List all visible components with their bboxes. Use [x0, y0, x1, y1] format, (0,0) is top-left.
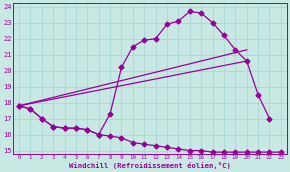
X-axis label: Windchill (Refroidissement éolien,°C): Windchill (Refroidissement éolien,°C) [69, 162, 231, 169]
